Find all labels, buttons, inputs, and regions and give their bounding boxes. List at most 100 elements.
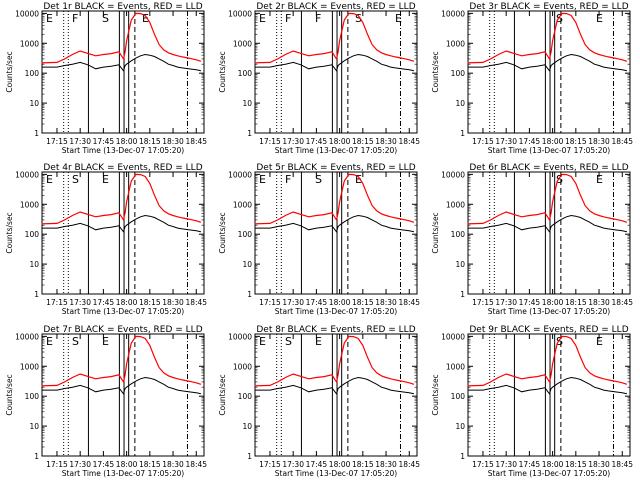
x-tick-label: 17:30 bbox=[495, 137, 517, 146]
y-tick-label: 1000 bbox=[20, 39, 39, 48]
y-tick-label: 10000 bbox=[441, 9, 465, 18]
series-events-line bbox=[41, 214, 202, 233]
panel-title: Det 4r BLACK = Events, RED = LLD bbox=[43, 163, 202, 173]
x-tick-label: 18:30 bbox=[162, 137, 184, 146]
y-tick-label: 1 bbox=[34, 290, 39, 299]
y-tick-label: 1 bbox=[34, 129, 39, 138]
series-lld-line bbox=[41, 12, 202, 64]
plot-frame bbox=[467, 333, 631, 457]
x-tick-label: 18:00 bbox=[116, 137, 138, 146]
phase-letter: E bbox=[315, 335, 322, 348]
series-lld-line bbox=[467, 12, 628, 64]
phase-letter: E bbox=[596, 12, 603, 25]
y-tick-label: 10 bbox=[242, 422, 252, 431]
y-axis-label: Counts/sec bbox=[431, 212, 440, 253]
phase-letter: S bbox=[556, 335, 563, 348]
x-tick-label: 18:00 bbox=[329, 460, 351, 469]
x-tick-label: 18:15 bbox=[565, 460, 587, 469]
series-lld-line bbox=[254, 335, 415, 387]
x-tick-label: 18:30 bbox=[588, 298, 610, 307]
y-tick-label: 10000 bbox=[228, 9, 252, 18]
x-axis-label: Start Time (13-Dec-07 17:05:20) bbox=[275, 469, 397, 478]
y-tick-label: 1000 bbox=[20, 200, 39, 209]
phase-letter: S bbox=[72, 173, 79, 186]
y-tick-label: 1000 bbox=[233, 362, 252, 371]
y-tick-label: 100 bbox=[25, 392, 40, 401]
series-events-line bbox=[254, 214, 415, 233]
x-axis-label: Start Time (13-Dec-07 17:05:20) bbox=[275, 307, 397, 316]
y-tick-label: 10 bbox=[455, 422, 465, 431]
plot-frame bbox=[41, 171, 205, 295]
x-axis-label: Start Time (13-Dec-07 17:05:20) bbox=[488, 469, 610, 478]
series-lld-line bbox=[41, 335, 202, 387]
y-tick-label: 100 bbox=[238, 230, 253, 239]
x-tick-label: 18:30 bbox=[375, 298, 397, 307]
x-tick-label: 17:30 bbox=[495, 460, 517, 469]
x-tick-label: 17:15 bbox=[259, 460, 281, 469]
y-tick-label: 1000 bbox=[20, 362, 39, 371]
y-axis-label: Counts/sec bbox=[218, 374, 227, 415]
x-tick-label: 17:15 bbox=[472, 460, 494, 469]
x-tick-label: 18:30 bbox=[162, 460, 184, 469]
y-tick-label: 10 bbox=[455, 260, 465, 269]
x-tick-label: 18:45 bbox=[398, 298, 420, 307]
y-tick-label: 10 bbox=[455, 99, 465, 108]
y-tick-label: 1 bbox=[460, 129, 465, 138]
y-tick-label: 10 bbox=[29, 422, 39, 431]
y-tick-label: 100 bbox=[25, 230, 40, 239]
x-axis-label: Start Time (13-Dec-07 17:05:20) bbox=[488, 146, 610, 155]
y-tick-label: 10000 bbox=[441, 332, 465, 341]
plot-frame bbox=[41, 333, 205, 457]
y-tick-label: 1000 bbox=[446, 362, 465, 371]
x-tick-label: 18:15 bbox=[139, 137, 161, 146]
y-axis-label: Counts/sec bbox=[218, 212, 227, 253]
phase-letter: S bbox=[72, 335, 79, 348]
x-axis-label: Start Time (13-Dec-07 17:05:20) bbox=[275, 146, 397, 155]
plot-frame bbox=[254, 171, 418, 295]
y-tick-label: 10000 bbox=[15, 332, 39, 341]
y-tick-label: 10000 bbox=[15, 9, 39, 18]
y-axis-label: Counts/sec bbox=[5, 212, 14, 253]
y-tick-label: 1000 bbox=[233, 39, 252, 48]
phase-letter: S bbox=[285, 335, 292, 348]
series-lld-line bbox=[467, 335, 628, 387]
y-axis-label: Counts/sec bbox=[218, 51, 227, 92]
panel-title: Det 7r BLACK = Events, RED = LLD bbox=[43, 325, 202, 335]
x-tick-label: 17:30 bbox=[282, 460, 304, 469]
y-axis-label: Counts/sec bbox=[431, 374, 440, 415]
y-tick-label: 1000 bbox=[446, 39, 465, 48]
y-tick-label: 10000 bbox=[441, 170, 465, 179]
phase-letter: S bbox=[102, 12, 109, 25]
x-tick-label: 17:15 bbox=[46, 298, 68, 307]
panel-title: Det 6r BLACK = Events, RED = LLD bbox=[469, 163, 628, 173]
series-events-line bbox=[41, 376, 202, 395]
y-tick-label: 10 bbox=[242, 99, 252, 108]
y-tick-label: 1 bbox=[460, 290, 465, 299]
x-tick-label: 18:45 bbox=[185, 137, 207, 146]
y-tick-label: 10000 bbox=[228, 170, 252, 179]
x-tick-label: 18:00 bbox=[116, 460, 138, 469]
phase-letter: S bbox=[556, 12, 563, 25]
x-tick-label: 17:30 bbox=[69, 460, 91, 469]
x-tick-label: 17:30 bbox=[69, 137, 91, 146]
series-events-line bbox=[467, 214, 628, 233]
x-tick-label: 17:15 bbox=[46, 137, 68, 146]
x-tick-label: 18:00 bbox=[329, 298, 351, 307]
series-lld-line bbox=[254, 173, 415, 225]
phase-letter: E bbox=[596, 173, 603, 186]
x-tick-label: 17:30 bbox=[282, 298, 304, 307]
x-tick-label: 18:45 bbox=[611, 137, 633, 146]
phase-letter: E bbox=[102, 173, 109, 186]
series-events-line bbox=[467, 376, 628, 395]
x-tick-label: 17:15 bbox=[46, 460, 68, 469]
x-tick-label: 17:15 bbox=[259, 137, 281, 146]
x-tick-label: 17:45 bbox=[306, 298, 328, 307]
x-tick-label: 17:30 bbox=[282, 137, 304, 146]
phase-letter: E bbox=[102, 335, 109, 348]
x-axis-label: Start Time (13-Dec-07 17:05:20) bbox=[62, 307, 184, 316]
x-axis-label: Start Time (13-Dec-07 17:05:20) bbox=[62, 146, 184, 155]
x-tick-label: 18:15 bbox=[352, 137, 374, 146]
x-tick-label: 17:45 bbox=[519, 137, 541, 146]
